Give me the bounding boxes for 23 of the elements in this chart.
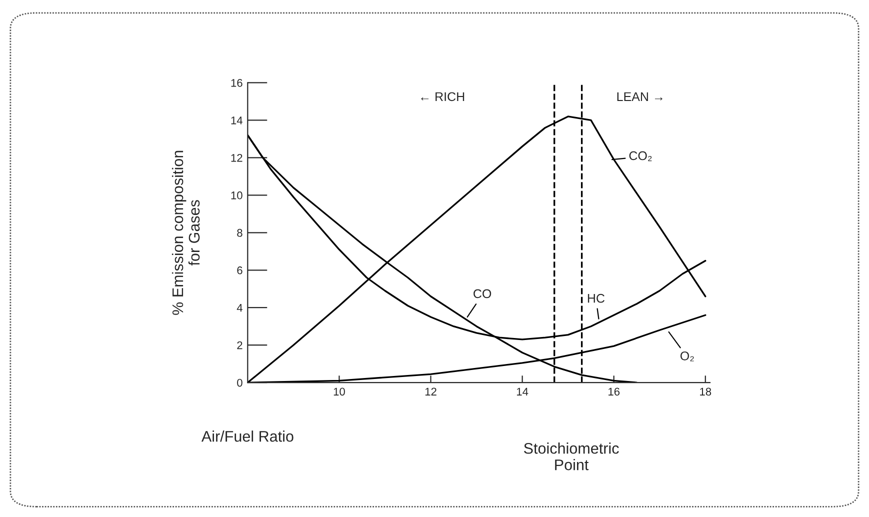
y-tick-label: 14 bbox=[231, 116, 242, 124]
annotation: LEAN → bbox=[617, 92, 662, 101]
y-tick-label: 0 bbox=[237, 378, 242, 387]
y-tick-label: 8 bbox=[237, 228, 242, 237]
y-tick-label: 6 bbox=[237, 266, 242, 274]
annotation: ← RICH bbox=[421, 92, 464, 102]
x-tick-label: 18 bbox=[700, 388, 712, 396]
text: Stoichiometric Point bbox=[524, 442, 619, 470]
annotation: CO bbox=[474, 289, 492, 298]
x-tick-label: 16 bbox=[608, 388, 620, 396]
y-axis-title: % Emission composition for Gases bbox=[172, 150, 200, 315]
x-tick-label: 10 bbox=[334, 388, 345, 396]
annotation: CO₂ bbox=[629, 151, 652, 162]
y-tick-label: 12 bbox=[231, 154, 242, 162]
y-tick-label: 4 bbox=[236, 304, 242, 312]
y-tick-label: 2 bbox=[237, 341, 242, 350]
y-tick-label: 16 bbox=[231, 78, 242, 87]
x-tick-label: 12 bbox=[425, 388, 436, 396]
annotation: O₂ bbox=[680, 351, 694, 362]
annotation: HC bbox=[588, 294, 605, 303]
x-tick-label: 14 bbox=[516, 388, 528, 396]
y-tick-label: 10 bbox=[231, 191, 242, 200]
x-axis-title: Air/Fuel Ratio bbox=[201, 430, 294, 442]
